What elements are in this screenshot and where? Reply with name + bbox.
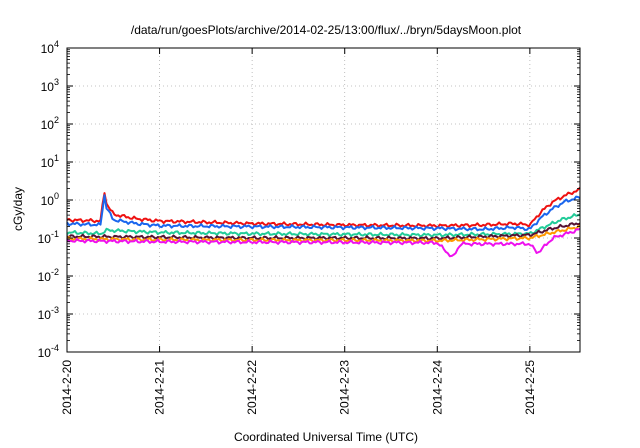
series-line (66, 194, 581, 232)
x-tick-label: 2014-2-21 (153, 360, 167, 415)
series-line (66, 222, 581, 242)
tick-group: 10-4 10-3 10-2 10-1 100 101 102 103 104 2014-2-20… (38, 39, 580, 415)
series-line (66, 227, 581, 258)
x-tick-label: 2014-2-24 (430, 360, 444, 415)
y-tick-label: 100 (41, 191, 59, 208)
grid (67, 48, 580, 352)
y-tick-label: 103 (41, 77, 59, 94)
series-group (66, 187, 581, 258)
y-tick-label: 104 (41, 39, 59, 56)
y-tick-label: 101 (41, 153, 59, 170)
series-line (66, 213, 581, 238)
y-tick-label: 102 (41, 115, 59, 132)
chart-title: /data/run/goesPlots/archive/2014-02-25/1… (131, 23, 522, 37)
x-tick-label: 2014-2-22 (245, 360, 259, 415)
x-tick-label: 2014-2-23 (338, 360, 352, 415)
x-axis-label: Coordinated Universal Time (UTC) (234, 430, 418, 444)
y-tick-label: 10-1 (38, 229, 59, 246)
y-tick-label: 10-3 (38, 305, 59, 322)
y-axis-label: cGy/day (11, 187, 25, 231)
series-line (66, 187, 581, 229)
x-tick-label: 2014-2-20 (60, 360, 74, 415)
x-tick-label: 2014-2-25 (523, 360, 537, 415)
y-tick-label: 10-2 (38, 267, 59, 284)
y-tick-label: 10-4 (38, 343, 59, 360)
